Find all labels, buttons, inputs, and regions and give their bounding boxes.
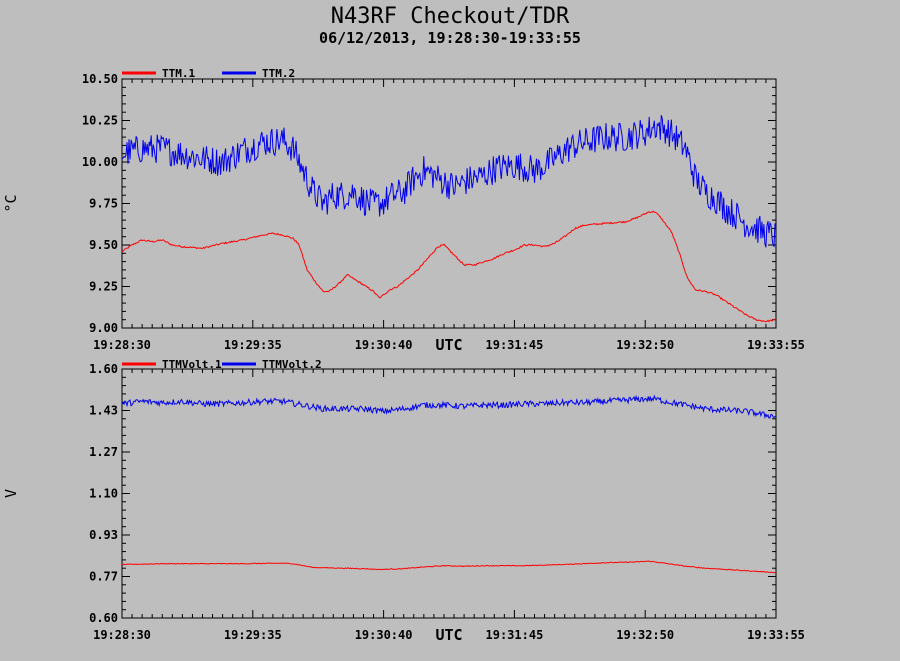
y-tick-label: 1.60 (89, 362, 118, 376)
legend-entry: TTM.2 (262, 67, 295, 80)
x-tick-label: 19:30:40 (355, 628, 413, 642)
series-line-TTMVolt.1 (121, 560, 777, 574)
y-axis-label: V (2, 489, 20, 498)
y-tick-label: 0.77 (89, 570, 118, 584)
x-axis-label: UTC (435, 626, 462, 644)
x-tick-label: 19:31:45 (486, 338, 544, 352)
x-axis-label: UTC (435, 336, 462, 354)
chart-subtitle: 06/12/2013, 19:28:30-19:33:55 (319, 29, 581, 47)
y-tick-label: 10.25 (82, 114, 118, 128)
x-tick-label: 19:29:35 (224, 338, 282, 352)
x-tick-label: 19:28:30 (93, 338, 151, 352)
x-tick-label: 19:31:45 (486, 628, 544, 642)
y-tick-label: 0.93 (89, 528, 118, 542)
x-tick-label: 19:29:35 (224, 628, 282, 642)
y-tick-label: 9.75 (89, 197, 118, 211)
y-tick-label: 9.25 (89, 280, 118, 294)
y-tick-label: 10.00 (82, 155, 118, 169)
legend-entry: TTMVolt.1 (162, 358, 222, 371)
series-line-TTM.1 (121, 210, 777, 323)
y-tick-label: 1.10 (89, 487, 118, 501)
y-tick-label: 9.50 (89, 238, 118, 252)
x-tick-label: 19:33:55 (747, 338, 805, 352)
x-tick-label: 19:30:40 (355, 338, 413, 352)
chart-title: N43RF Checkout/TDR (330, 4, 570, 29)
y-tick-label: 0.60 (89, 611, 118, 625)
series-line-TTM.2 (121, 115, 777, 248)
plot-frame (121, 78, 777, 329)
x-tick-label: 19:33:55 (747, 628, 805, 642)
x-tick-label: 19:32:50 (616, 628, 674, 642)
y-tick-label: 9.00 (89, 321, 118, 335)
legend-entry: TTM.1 (162, 67, 195, 80)
y-tick-label: 1.27 (89, 445, 118, 459)
legend-entry: TTMVolt.2 (262, 358, 322, 371)
x-tick-label: 19:32:50 (616, 338, 674, 352)
x-tick-label: 19:28:30 (93, 628, 151, 642)
y-axis-label: °C (2, 194, 20, 212)
panel-1: 10.50 10.25 10.00 9.75 9.50 9.25 9.00 19:28:30 1… (2, 67, 805, 354)
plot-frame (121, 368, 777, 619)
y-tick-label: 10.50 (82, 72, 118, 86)
y-tick-label: 1.43 (89, 404, 118, 418)
panel-2: 1.60 1.43 1.27 1.10 0.93 0.77 0.60 19:28:30 19:2… (2, 358, 805, 644)
series-line-TTMVolt.2 (121, 394, 777, 419)
